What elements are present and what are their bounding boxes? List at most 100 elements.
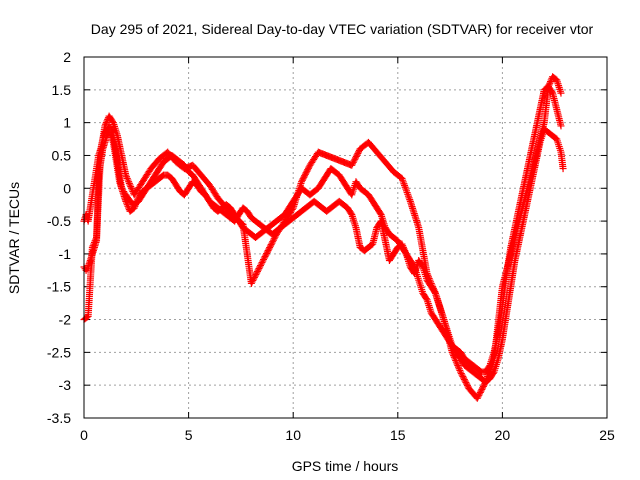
data-point (272, 232, 280, 240)
data-point (349, 160, 357, 168)
data-point (463, 381, 471, 389)
x-axis-label: GPS time / hours (292, 458, 399, 474)
y-tick-labels: -3.5 -3 -2.5 -2 -1.5 -1 -0.5 0 0.5 1 1.5 2 (47, 49, 71, 426)
data-point (460, 376, 468, 384)
data-point (92, 235, 100, 243)
data-point (126, 181, 134, 189)
data-point (427, 279, 435, 287)
data-point (90, 238, 98, 246)
data-point (106, 130, 114, 138)
data-point (545, 81, 553, 89)
data-point (352, 152, 360, 160)
data-point (547, 78, 555, 86)
data-point (457, 370, 465, 378)
y-axis-label: SDTVAR / TECUs (6, 182, 22, 294)
data-point (481, 379, 489, 387)
data-point (476, 390, 484, 398)
data-point (451, 355, 459, 363)
data-point (476, 388, 484, 396)
data-point (263, 248, 271, 256)
data-point (123, 173, 131, 181)
data-point (479, 382, 487, 390)
data-point (452, 357, 460, 365)
data-point (355, 148, 363, 156)
data-point (263, 250, 271, 258)
data-point (557, 89, 565, 97)
y-tick-label: 0.5 (52, 147, 72, 163)
data-point (303, 167, 311, 175)
data-point (376, 209, 384, 217)
data-point (266, 244, 274, 252)
data-point (252, 270, 260, 278)
data-point (123, 174, 131, 182)
data-point (453, 360, 461, 368)
data-point (475, 391, 483, 399)
data-point (461, 377, 469, 385)
data-point (259, 257, 267, 265)
x-tick-label: 0 (80, 427, 88, 443)
data-point (270, 235, 278, 243)
data-point (450, 353, 458, 361)
data-point (250, 275, 258, 283)
data-point (460, 374, 468, 382)
data-point (248, 278, 256, 286)
data-point (349, 158, 357, 166)
data-point (254, 266, 262, 274)
data-point (347, 209, 355, 217)
data-point (262, 251, 270, 259)
data-point (264, 247, 272, 255)
data-point (449, 350, 457, 358)
data-point (258, 259, 266, 267)
data-point (271, 233, 279, 241)
data-point (247, 279, 255, 287)
y-tick-label: 2 (63, 49, 71, 65)
data-point (544, 83, 552, 91)
data-point (251, 272, 259, 280)
data-point (260, 254, 268, 262)
y-tick-label: 1.5 (52, 82, 72, 98)
data-point (299, 175, 307, 183)
data-point (255, 265, 263, 273)
data-point (458, 371, 466, 379)
x-tick-label: 5 (185, 427, 193, 443)
grid-lines (84, 57, 607, 418)
data-point (426, 276, 434, 284)
y-tick-label: 0 (63, 180, 71, 196)
data-point (101, 122, 109, 130)
data-point (260, 256, 268, 264)
data-point (256, 262, 264, 270)
data-point (108, 117, 116, 125)
data-point (267, 241, 275, 249)
y-tick-label: -3.5 (47, 410, 71, 426)
data-point (269, 238, 277, 246)
data-point (265, 245, 273, 253)
data-point (354, 149, 362, 157)
data-point (424, 271, 432, 279)
data-point (257, 260, 265, 268)
data-point (302, 169, 310, 177)
y-tick-label: -3 (59, 377, 72, 393)
data-point (253, 269, 261, 277)
data-point (301, 172, 309, 180)
y-tick-label: -0.5 (47, 213, 71, 229)
data-point (546, 79, 554, 87)
data-point (454, 363, 462, 371)
data-point (431, 288, 439, 296)
data-point (459, 373, 467, 381)
data-point (250, 273, 258, 281)
data-point (479, 384, 487, 392)
data-point (422, 295, 430, 303)
data-point (268, 239, 276, 247)
data-point (348, 161, 356, 169)
y-tick-label: -1 (59, 246, 72, 262)
data-point (266, 242, 274, 250)
data-point (427, 278, 435, 286)
data-point (122, 171, 130, 179)
data-point (559, 165, 567, 173)
x-tick-label: 15 (390, 427, 406, 443)
data-point (457, 368, 465, 376)
data-point (557, 122, 565, 130)
data-point (463, 380, 471, 388)
x-tick-label: 10 (285, 427, 301, 443)
